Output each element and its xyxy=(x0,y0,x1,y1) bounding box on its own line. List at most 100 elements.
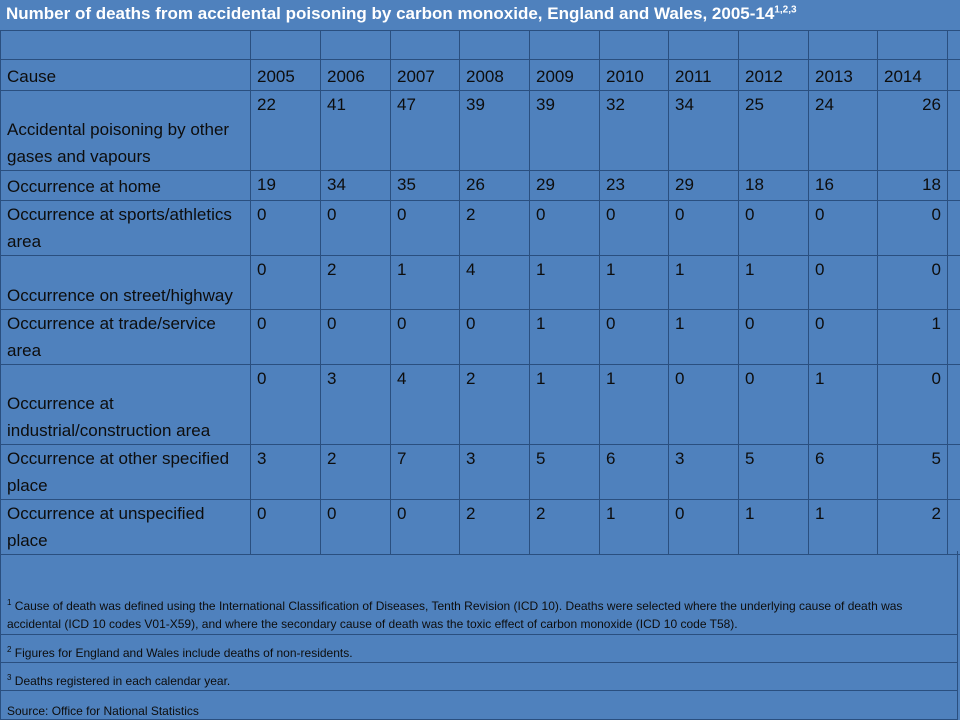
value-cell[interactable]: 0 xyxy=(320,309,391,365)
empty-cell[interactable] xyxy=(947,444,960,500)
header-year[interactable]: 2008 xyxy=(459,59,530,91)
empty-cell[interactable] xyxy=(0,30,251,60)
value-cell[interactable]: 0 xyxy=(738,200,809,256)
header-cause[interactable]: Cause xyxy=(0,59,251,91)
header-year[interactable]: 2005 xyxy=(250,59,321,91)
value-cell[interactable]: 1 xyxy=(668,255,739,310)
value-cell[interactable]: 3 xyxy=(250,444,321,500)
value-cell[interactable]: 0 xyxy=(877,255,948,310)
value-cell[interactable]: 1 xyxy=(529,364,600,445)
header-year[interactable]: 2011 xyxy=(668,59,739,91)
value-cell[interactable]: 1 xyxy=(529,309,600,365)
value-cell[interactable]: 0 xyxy=(529,200,600,256)
value-cell[interactable]: 0 xyxy=(250,200,321,256)
value-cell[interactable]: 0 xyxy=(320,200,391,256)
value-cell[interactable]: 1 xyxy=(599,499,669,555)
value-cell[interactable]: 2 xyxy=(529,499,600,555)
value-cell[interactable]: 0 xyxy=(877,200,948,256)
value-cell[interactable]: 34 xyxy=(320,170,391,201)
value-cell[interactable]: 3 xyxy=(668,444,739,500)
cause-cell[interactable]: Occurrence at trade/service area xyxy=(0,309,251,365)
value-cell[interactable]: 2 xyxy=(320,255,391,310)
value-cell[interactable]: 0 xyxy=(808,255,878,310)
cause-cell[interactable]: Occurrence at unspecified place xyxy=(0,499,251,555)
value-cell[interactable]: 5 xyxy=(877,444,948,500)
value-cell[interactable]: 1 xyxy=(599,364,669,445)
value-cell[interactable]: 0 xyxy=(738,364,809,445)
cause-cell[interactable]: Occurrence at industrial/construction ar… xyxy=(0,364,251,445)
value-cell[interactable]: 1 xyxy=(808,499,878,555)
value-cell[interactable]: 5 xyxy=(529,444,600,500)
value-cell[interactable]: 1 xyxy=(738,499,809,555)
empty-cell[interactable] xyxy=(947,499,960,555)
value-cell[interactable]: 0 xyxy=(320,499,391,555)
value-cell[interactable]: 3 xyxy=(320,364,391,445)
value-cell[interactable]: 26 xyxy=(877,90,948,171)
value-cell[interactable]: 4 xyxy=(459,255,530,310)
header-year[interactable]: 2014 xyxy=(877,59,948,91)
value-cell[interactable]: 2 xyxy=(459,499,530,555)
value-cell[interactable]: 0 xyxy=(808,309,878,365)
empty-cell[interactable] xyxy=(390,30,460,60)
value-cell[interactable]: 1 xyxy=(390,255,460,310)
value-cell[interactable]: 0 xyxy=(390,200,460,256)
value-cell[interactable]: 0 xyxy=(459,309,530,365)
value-cell[interactable]: 0 xyxy=(250,499,321,555)
value-cell[interactable]: 1 xyxy=(529,255,600,310)
empty-cell[interactable] xyxy=(947,59,960,91)
value-cell[interactable]: 0 xyxy=(808,200,878,256)
value-cell[interactable]: 0 xyxy=(599,309,669,365)
value-cell[interactable]: 32 xyxy=(599,90,669,171)
value-cell[interactable]: 29 xyxy=(668,170,739,201)
value-cell[interactable]: 1 xyxy=(877,309,948,365)
value-cell[interactable]: 4 xyxy=(390,364,460,445)
empty-cell[interactable] xyxy=(599,30,669,60)
value-cell[interactable]: 25 xyxy=(738,90,809,171)
value-cell[interactable]: 39 xyxy=(529,90,600,171)
empty-cell[interactable] xyxy=(320,30,391,60)
cause-cell[interactable]: Occurrence at home xyxy=(0,170,251,201)
header-year[interactable]: 2013 xyxy=(808,59,878,91)
value-cell[interactable]: 1 xyxy=(808,364,878,445)
cause-cell[interactable]: Occurrence at sports/athletics area xyxy=(0,200,251,256)
value-cell[interactable]: 1 xyxy=(738,255,809,310)
header-year[interactable]: 2007 xyxy=(390,59,460,91)
header-year[interactable]: 2010 xyxy=(599,59,669,91)
value-cell[interactable]: 0 xyxy=(668,364,739,445)
header-year[interactable]: 2009 xyxy=(529,59,600,91)
value-cell[interactable]: 0 xyxy=(738,309,809,365)
empty-cell[interactable] xyxy=(738,30,809,60)
value-cell[interactable]: 0 xyxy=(250,364,321,445)
value-cell[interactable]: 6 xyxy=(808,444,878,500)
value-cell[interactable]: 47 xyxy=(390,90,460,171)
empty-cell[interactable] xyxy=(947,30,960,60)
value-cell[interactable]: 22 xyxy=(250,90,321,171)
empty-cell[interactable] xyxy=(947,309,960,365)
value-cell[interactable]: 0 xyxy=(877,364,948,445)
value-cell[interactable]: 6 xyxy=(599,444,669,500)
value-cell[interactable]: 0 xyxy=(668,499,739,555)
value-cell[interactable]: 2 xyxy=(320,444,391,500)
value-cell[interactable]: 29 xyxy=(529,170,600,201)
cause-cell[interactable]: Occurrence on street/highway xyxy=(0,255,251,310)
value-cell[interactable]: 18 xyxy=(738,170,809,201)
empty-cell[interactable] xyxy=(808,30,878,60)
header-year[interactable]: 2012 xyxy=(738,59,809,91)
value-cell[interactable]: 2 xyxy=(459,364,530,445)
value-cell[interactable]: 3 xyxy=(459,444,530,500)
cause-cell[interactable]: Occurrence at other specified place xyxy=(0,444,251,500)
value-cell[interactable]: 39 xyxy=(459,90,530,171)
value-cell[interactable]: 23 xyxy=(599,170,669,201)
empty-cell[interactable] xyxy=(877,30,948,60)
empty-cell[interactable] xyxy=(947,90,960,171)
value-cell[interactable]: 16 xyxy=(808,170,878,201)
empty-cell[interactable] xyxy=(947,364,960,445)
value-cell[interactable]: 0 xyxy=(250,255,321,310)
value-cell[interactable]: 26 xyxy=(459,170,530,201)
value-cell[interactable]: 0 xyxy=(250,309,321,365)
value-cell[interactable]: 41 xyxy=(320,90,391,171)
empty-cell[interactable] xyxy=(459,30,530,60)
empty-cell[interactable] xyxy=(250,30,321,60)
value-cell[interactable]: 5 xyxy=(738,444,809,500)
empty-cell[interactable] xyxy=(668,30,739,60)
